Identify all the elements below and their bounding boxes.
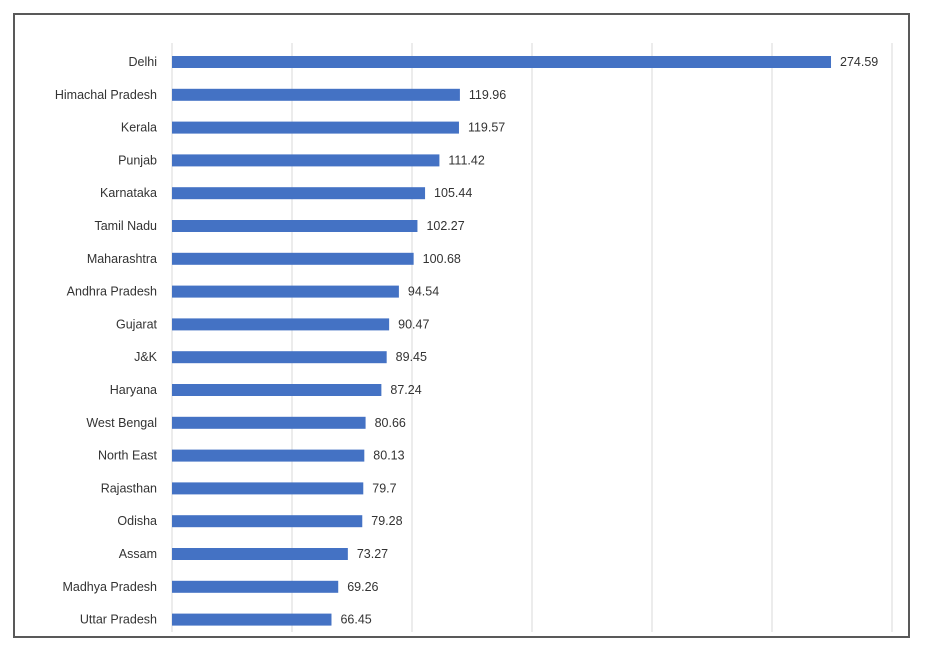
data-label: 111.42 — [448, 153, 484, 167]
category-label: Uttar Pradesh — [80, 613, 157, 627]
bar-chart: Delhi Himachal Pradesh Kerala Punjab Karnata… — [55, 43, 893, 632]
value-labels: 274.59 119.96 119.57 111.42 105.44 102.27 100.… — [340, 55, 878, 627]
bar — [172, 384, 382, 396]
bar — [172, 56, 832, 68]
category-label: Maharashtra — [87, 252, 157, 266]
data-label: 119.57 — [468, 121, 505, 135]
category-label: Rajasthan — [101, 481, 157, 495]
bar — [172, 252, 414, 265]
data-label: 80.13 — [373, 449, 404, 463]
data-label: 90.47 — [398, 317, 429, 331]
bar — [172, 416, 366, 429]
data-label: 87.24 — [390, 383, 421, 397]
category-label: Haryana — [110, 383, 157, 397]
data-label: 79.28 — [371, 514, 402, 528]
category-label: Madhya Pradesh — [62, 580, 157, 594]
bars — [172, 56, 832, 626]
data-label: 105.44 — [434, 186, 472, 200]
data-label: 66.45 — [340, 613, 371, 627]
bar — [172, 580, 339, 593]
category-label: Kerala — [121, 121, 157, 135]
bar — [172, 351, 387, 364]
data-label: 79.7 — [372, 481, 396, 495]
data-label: 274.59 — [840, 55, 878, 69]
category-label: Punjab — [118, 153, 157, 167]
data-label: 102.27 — [426, 219, 464, 233]
data-label: 89.45 — [396, 350, 427, 364]
bar — [172, 318, 390, 331]
category-label: Odisha — [117, 514, 157, 528]
category-labels: Delhi Himachal Pradesh Kerala Punjab Karnata… — [55, 55, 158, 627]
bar — [172, 121, 459, 134]
bar — [172, 154, 440, 167]
bar — [172, 88, 460, 101]
bar — [172, 187, 426, 200]
data-label: 94.54 — [408, 285, 439, 299]
category-label: Andhra Pradesh — [67, 285, 157, 299]
data-label: 73.27 — [357, 547, 388, 561]
category-label: West Bengal — [86, 416, 157, 430]
bar — [172, 449, 365, 462]
data-label: 69.26 — [347, 580, 378, 594]
chart-frame: Delhi Himachal Pradesh Kerala Punjab Karnata… — [13, 13, 910, 638]
bar — [172, 482, 364, 495]
bar — [172, 548, 348, 560]
category-label: Gujarat — [116, 317, 158, 331]
gridlines — [171, 43, 893, 632]
data-label: 80.66 — [375, 416, 406, 430]
category-label: Karnataka — [100, 186, 157, 200]
data-label: 100.68 — [423, 252, 461, 266]
bar — [172, 220, 418, 232]
category-label: Assam — [119, 547, 157, 561]
category-label: North East — [98, 449, 158, 463]
bar — [172, 285, 399, 298]
category-label: Delhi — [129, 55, 158, 69]
category-label: J&K — [134, 350, 158, 364]
category-label: Himachal Pradesh — [55, 88, 157, 102]
category-label: Tamil Nadu — [94, 219, 157, 233]
bar — [172, 613, 332, 626]
data-label: 119.96 — [469, 88, 506, 102]
bar — [172, 515, 363, 528]
